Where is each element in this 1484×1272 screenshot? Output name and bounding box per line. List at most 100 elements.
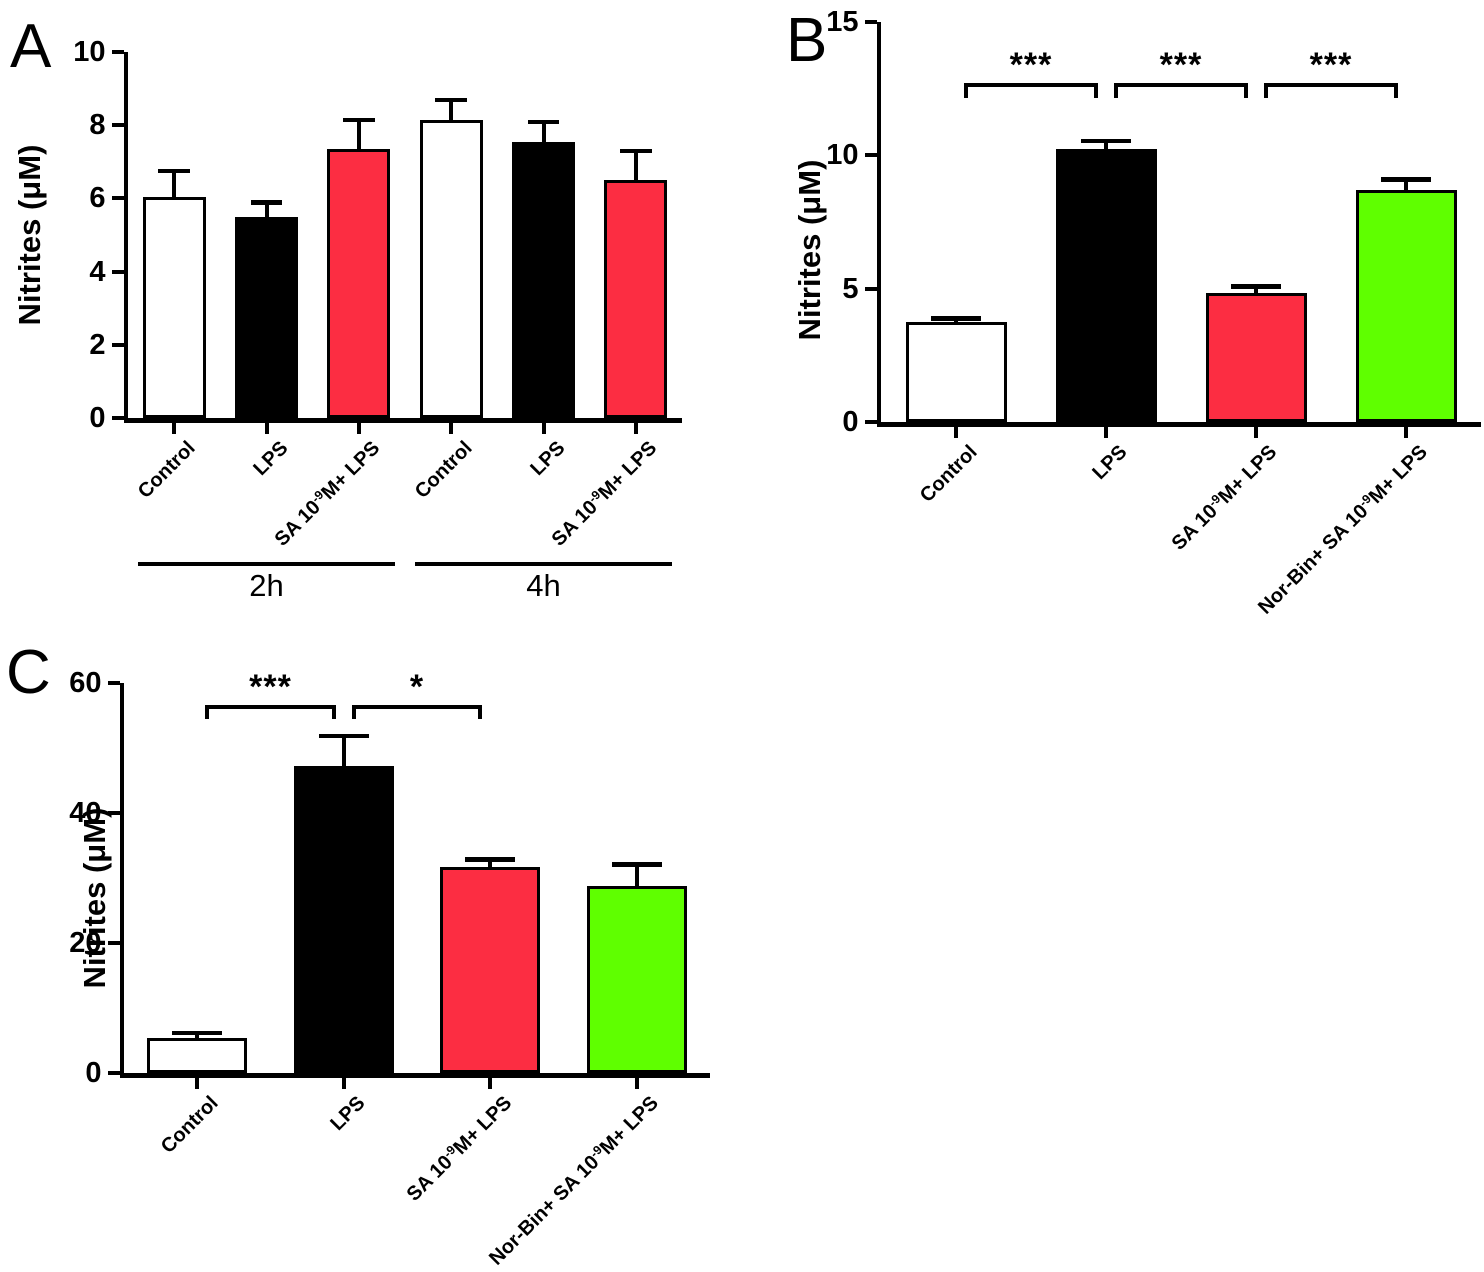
y-axis <box>876 22 881 427</box>
x-tick <box>264 422 269 434</box>
panel-letter-b: B <box>786 6 828 75</box>
x-tick <box>954 426 958 438</box>
y-axis-title-a: Nitrites (μM) <box>12 144 47 326</box>
significance-stars: *** <box>1309 46 1353 84</box>
y-tick-label: 10 <box>826 139 859 172</box>
error-bar-cap-control <box>930 316 982 321</box>
x-axis <box>119 1073 710 1078</box>
error-bar-cap-sa-10-m-lps <box>343 117 375 123</box>
x-tick-label-control: Control <box>411 437 478 504</box>
group-label-2h: 2h <box>249 568 284 603</box>
x-axis <box>123 418 682 423</box>
x-label-text: Control <box>410 437 477 503</box>
x-tick-label-sa-10-m-lps: SA 10-9M+ LPS <box>402 1092 517 1207</box>
x-label-text: SA 10 <box>402 1151 457 1206</box>
y-axis-title-b: Nitrites (μM) <box>792 159 827 341</box>
y-axis <box>123 52 128 423</box>
y-tick-label: 20 <box>69 927 102 959</box>
error-bar-control <box>195 1032 200 1038</box>
group-line-4h <box>415 562 672 566</box>
x-tick <box>1104 426 1108 438</box>
x-tick <box>449 422 454 434</box>
x-tick-label-control: Control <box>157 1092 224 1159</box>
error-bar-lps <box>1104 140 1108 149</box>
x-tick <box>172 422 177 434</box>
x-tick <box>633 422 638 434</box>
error-bar-sa-10-m-lps <box>1254 286 1258 293</box>
error-bar-cap-lps <box>1080 138 1132 144</box>
y-tick-label: 0 <box>85 1057 102 1089</box>
x-tick-label-lps: LPS <box>326 1092 370 1136</box>
bar-sa-10-m-lps <box>327 148 391 418</box>
x-tick <box>356 422 361 434</box>
bar-nor-bin-sa-10-m-lps <box>1355 190 1457 422</box>
y-tick-label: 10 <box>73 36 106 68</box>
x-axis <box>876 422 1481 427</box>
y-tick <box>111 123 124 128</box>
y-tick <box>111 269 124 274</box>
significance-bracket <box>1114 83 1248 98</box>
x-label-text: Control <box>133 437 200 503</box>
y-tick <box>107 1071 120 1075</box>
significance-bracket <box>205 705 336 719</box>
y-tick-label: 5 <box>842 272 859 305</box>
x-label-text: Control <box>915 441 982 507</box>
error-bar-cap-lps <box>318 733 369 739</box>
bar-control <box>147 1037 248 1073</box>
y-tick-label: 0 <box>842 406 859 438</box>
panel-a: A Nitrites (μM) 0 2 4 6 8 10 Control LPS SA 10-9… <box>0 0 740 640</box>
error-bar-cap-control <box>435 97 467 103</box>
x-label-text: M+ LPS <box>1364 441 1432 509</box>
error-bar-nor-bin-sa-10-m-lps <box>634 864 639 886</box>
error-bar-sa-10-m-lps <box>633 150 638 181</box>
error-bar-cap-lps <box>250 200 283 205</box>
x-tick <box>541 422 546 434</box>
significance-bracket <box>351 705 483 719</box>
panel-b: B Nitrites (μM) 0 5 10 15 Control LPS SA 10-9M… <box>740 0 1484 660</box>
y-tick <box>864 286 877 291</box>
y-tick-label: 0 <box>89 402 106 434</box>
y-tick-label: 2 <box>89 328 106 361</box>
significance-stars: * <box>409 668 425 706</box>
bar-sa-10-m-lps <box>440 866 541 1073</box>
y-tick <box>107 941 120 945</box>
y-axis-title-c: Nitrites (μM) <box>77 807 112 989</box>
y-tick <box>107 681 120 685</box>
x-tick-label-control: Control <box>134 437 201 504</box>
x-label-text: Nor-Bin+ SA 10 <box>484 1151 604 1270</box>
error-bar-sa-10-m-lps <box>488 859 493 867</box>
bar-control <box>419 119 483 418</box>
x-tick-label-control: Control <box>916 441 983 508</box>
error-bar-cap-sa-10-m-lps <box>620 148 652 154</box>
y-tick-label: 60 <box>69 667 102 699</box>
error-bar-cap-control <box>172 1030 223 1036</box>
x-tick <box>488 1077 493 1089</box>
y-tick <box>864 420 877 424</box>
error-bar-cap-sa-10-m-lps <box>1230 284 1282 289</box>
significance-stars: *** <box>249 668 292 706</box>
panel-c: C Nitrites (μM) 0 20 40 60 Control LPS SA 10-9… <box>0 640 740 1272</box>
y-tick-label: 40 <box>69 797 102 829</box>
x-label-text: LPS <box>1088 441 1132 485</box>
y-tick <box>111 342 124 347</box>
y-tick-label: 6 <box>89 182 106 215</box>
y-tick <box>111 196 124 201</box>
y-axis <box>119 683 124 1078</box>
error-bar-cap-sa-10-m-lps <box>465 857 516 862</box>
significance-stars: *** <box>1159 46 1203 84</box>
error-bar-cap-control <box>158 168 190 174</box>
x-tick <box>1404 426 1408 438</box>
bar-sa-10-m-lps <box>604 180 668 418</box>
x-label-text: LPS <box>326 1092 370 1136</box>
x-tick-label-sa-10-m-lps: SA 10-9M+ LPS <box>1168 441 1283 556</box>
group-line-2h <box>138 562 395 566</box>
y-tick <box>111 416 124 420</box>
x-tick-label-nor-bin-sa-10-m-lps: Nor-Bin+ SA 10-9M+ LPS <box>485 1092 664 1271</box>
y-tick <box>864 20 877 24</box>
panel-letter-c: C <box>6 638 51 707</box>
x-label-text: M+ LPS <box>594 437 662 505</box>
group-label-4h: 4h <box>526 568 561 603</box>
x-tick-label-lps: LPS <box>1088 441 1132 485</box>
x-label-text: Nor-Bin+ SA 10 <box>1253 500 1373 619</box>
